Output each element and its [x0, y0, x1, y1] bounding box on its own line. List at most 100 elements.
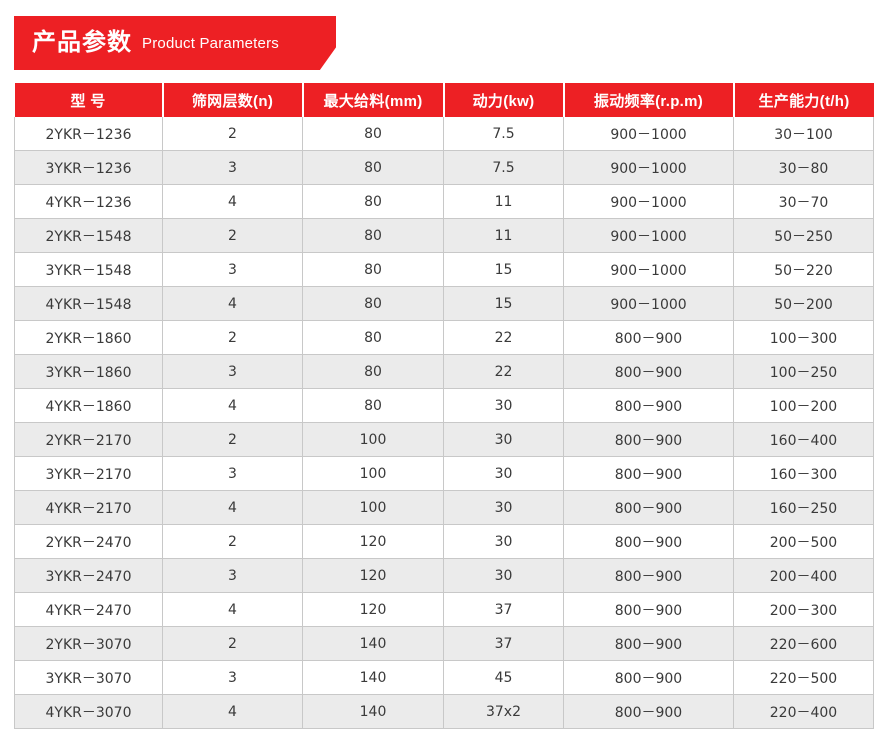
cell-model: 3YKR－1860 — [14, 354, 163, 389]
cell-deck-layers: 3 — [162, 660, 303, 695]
cell-deck-layers: 2 — [162, 422, 303, 457]
cell-capacity: 220－600 — [733, 626, 874, 661]
cell-capacity: 30－80 — [733, 150, 874, 185]
table-row: 2YKR－1548 2 80 11 900－1000 50－250 — [14, 218, 874, 253]
cell-max-feed: 100 — [302, 422, 444, 457]
cell-max-feed: 80 — [302, 388, 444, 423]
table-row: 4YKR－3070 4 140 37x2 800－900 220－400 — [14, 694, 874, 729]
cell-power: 30 — [443, 388, 564, 423]
cell-max-feed: 80 — [302, 184, 444, 219]
table-row: 4YKR－1860 4 80 30 800－900 100－200 — [14, 388, 874, 423]
cell-vibration-frequency: 900－1000 — [563, 252, 734, 287]
cell-vibration-frequency: 900－1000 — [563, 117, 734, 151]
cell-deck-layers: 3 — [162, 456, 303, 491]
cell-max-feed: 140 — [302, 626, 444, 661]
cell-deck-layers: 4 — [162, 388, 303, 423]
table-row: 3YKR－3070 3 140 45 800－900 220－500 — [14, 660, 874, 695]
cell-power: 15 — [443, 252, 564, 287]
cell-power: 30 — [443, 524, 564, 559]
cell-max-feed: 80 — [302, 320, 444, 355]
column-header-deck-layers: 筛网层数(n) — [162, 83, 304, 117]
cell-capacity: 220－400 — [733, 694, 874, 729]
banner-title-en: Product Parameters — [142, 34, 279, 52]
cell-vibration-frequency: 800－900 — [563, 490, 734, 525]
column-header-max-feed: 最大给料(mm) — [302, 83, 445, 117]
cell-power: 22 — [443, 320, 564, 355]
cell-vibration-frequency: 800－900 — [563, 354, 734, 389]
cell-power: 37x2 — [443, 694, 564, 729]
cell-capacity: 100－250 — [733, 354, 874, 389]
cell-model: 4YKR－1236 — [14, 184, 163, 219]
cell-model: 3YKR－2170 — [14, 456, 163, 491]
cell-power: 30 — [443, 490, 564, 525]
cell-max-feed: 80 — [302, 286, 444, 321]
cell-power: 7.5 — [443, 150, 564, 185]
cell-capacity: 100－200 — [733, 388, 874, 423]
cell-max-feed: 120 — [302, 558, 444, 593]
banner-title-cn: 产品参数 — [32, 29, 132, 56]
cell-deck-layers: 2 — [162, 320, 303, 355]
cell-deck-layers: 3 — [162, 150, 303, 185]
cell-model: 2YKR－1236 — [14, 117, 163, 151]
cell-max-feed: 100 — [302, 456, 444, 491]
table-row: 2YKR－1860 2 80 22 800－900 100－300 — [14, 320, 874, 355]
cell-deck-layers: 2 — [162, 218, 303, 253]
cell-model: 4YKR－2470 — [14, 592, 163, 627]
cell-max-feed: 80 — [302, 150, 444, 185]
cell-deck-layers: 4 — [162, 184, 303, 219]
cell-model: 2YKR－2170 — [14, 422, 163, 457]
table-row: 4YKR－2170 4 100 30 800－900 160－250 — [14, 490, 874, 525]
product-parameters-banner: 产品参数 Product Parameters — [14, 16, 336, 70]
cell-deck-layers: 4 — [162, 694, 303, 729]
table-row: 3YKR－1860 3 80 22 800－900 100－250 — [14, 354, 874, 389]
cell-model: 3YKR－1548 — [14, 252, 163, 287]
table-header-row: 型 号 筛网层数(n) 最大给料(mm) 动力(kw) 振动频率(r.p.m) … — [14, 83, 874, 117]
column-header-vibration-frequency: 振动频率(r.p.m) — [563, 83, 735, 117]
cell-max-feed: 140 — [302, 660, 444, 695]
cell-vibration-frequency: 800－900 — [563, 694, 734, 729]
cell-model: 3YKR－2470 — [14, 558, 163, 593]
cell-capacity: 200－400 — [733, 558, 874, 593]
cell-capacity: 100－300 — [733, 320, 874, 355]
cell-model: 4YKR－1860 — [14, 388, 163, 423]
cell-capacity: 200－500 — [733, 524, 874, 559]
cell-max-feed: 100 — [302, 490, 444, 525]
cell-deck-layers: 2 — [162, 524, 303, 559]
cell-deck-layers: 3 — [162, 354, 303, 389]
cell-vibration-frequency: 900－1000 — [563, 150, 734, 185]
cell-vibration-frequency: 800－900 — [563, 456, 734, 491]
cell-power: 37 — [443, 626, 564, 661]
cell-deck-layers: 3 — [162, 252, 303, 287]
cell-vibration-frequency: 800－900 — [563, 626, 734, 661]
table-row: 2YKR－3070 2 140 37 800－900 220－600 — [14, 626, 874, 661]
cell-vibration-frequency: 800－900 — [563, 524, 734, 559]
cell-power: 15 — [443, 286, 564, 321]
cell-deck-layers: 2 — [162, 626, 303, 661]
cell-model: 2YKR－3070 — [14, 626, 163, 661]
cell-capacity: 30－70 — [733, 184, 874, 219]
table-header: 型 号 筛网层数(n) 最大给料(mm) 动力(kw) 振动频率(r.p.m) … — [14, 83, 874, 117]
cell-capacity: 160－250 — [733, 490, 874, 525]
cell-deck-layers: 4 — [162, 286, 303, 321]
cell-capacity: 50－220 — [733, 252, 874, 287]
cell-power: 22 — [443, 354, 564, 389]
column-header-capacity: 生产能力(t/h) — [733, 83, 874, 117]
cell-power: 30 — [443, 422, 564, 457]
cell-power: 11 — [443, 184, 564, 219]
table-row: 2YKR－2470 2 120 30 800－900 200－500 — [14, 524, 874, 559]
cell-capacity: 160－300 — [733, 456, 874, 491]
cell-max-feed: 140 — [302, 694, 444, 729]
cell-power: 11 — [443, 218, 564, 253]
cell-vibration-frequency: 800－900 — [563, 660, 734, 695]
product-parameters-table: 型 号 筛网层数(n) 最大给料(mm) 动力(kw) 振动频率(r.p.m) … — [14, 83, 874, 729]
cell-model: 2YKR－2470 — [14, 524, 163, 559]
cell-vibration-frequency: 800－900 — [563, 422, 734, 457]
cell-model: 2YKR－1548 — [14, 218, 163, 253]
cell-vibration-frequency: 900－1000 — [563, 286, 734, 321]
cell-model: 2YKR－1860 — [14, 320, 163, 355]
cell-deck-layers: 4 — [162, 592, 303, 627]
table-row: 4YKR－1236 4 80 11 900－1000 30－70 — [14, 184, 874, 219]
cell-capacity: 50－250 — [733, 218, 874, 253]
cell-power: 30 — [443, 456, 564, 491]
cell-power: 37 — [443, 592, 564, 627]
